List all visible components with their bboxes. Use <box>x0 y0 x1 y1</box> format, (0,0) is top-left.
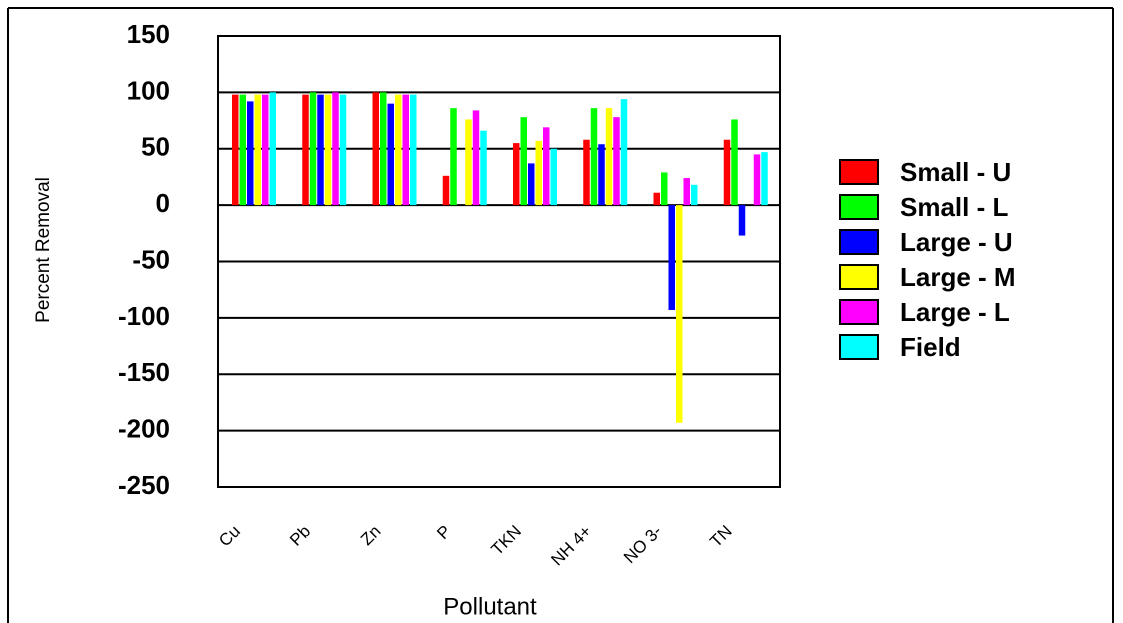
bar <box>668 205 675 310</box>
bar <box>387 103 394 206</box>
bar <box>380 92 387 206</box>
bar <box>613 117 620 206</box>
bar <box>583 139 590 206</box>
x-tick-label: P <box>433 522 454 543</box>
bar <box>550 148 557 206</box>
bar <box>761 152 768 206</box>
bar <box>410 94 417 206</box>
legend-label: Small - L <box>900 192 1008 222</box>
bar <box>239 94 246 206</box>
x-tick-label: NO 3- <box>620 522 665 567</box>
y-tick-label: 0 <box>156 188 170 218</box>
legend-swatch <box>839 299 879 325</box>
bar <box>332 92 339 206</box>
bar <box>723 139 731 206</box>
bar <box>269 92 276 206</box>
legend-swatch <box>839 264 879 290</box>
bar <box>472 110 480 206</box>
y-tick-label: 150 <box>127 19 170 49</box>
bar <box>590 108 598 206</box>
bar <box>676 205 683 423</box>
bar <box>372 92 379 206</box>
x-tick-label: TKN <box>488 522 525 559</box>
bar <box>480 130 487 206</box>
bar <box>339 94 347 206</box>
plot-border <box>217 35 781 488</box>
bar <box>247 101 254 206</box>
y-tick-label: 100 <box>127 75 170 105</box>
y-tick-label: -250 <box>118 470 170 500</box>
bar <box>598 144 605 206</box>
bar <box>317 94 324 206</box>
x-tick-label: Cu <box>215 522 244 551</box>
bar <box>442 175 450 206</box>
x-tick-label: Zn <box>357 522 384 549</box>
bar <box>738 205 746 236</box>
bar <box>324 94 332 206</box>
bar <box>395 94 402 206</box>
y-tick-label: -100 <box>118 301 170 331</box>
bar <box>620 99 628 206</box>
legend-swatch <box>839 194 879 220</box>
y-axis-label: Percent Removal <box>33 177 54 323</box>
bar <box>465 119 472 206</box>
legend-label: Large - M <box>900 262 1016 292</box>
legend-swatch <box>839 229 879 255</box>
bar <box>254 94 261 206</box>
x-tick-label: TN <box>706 522 735 551</box>
x-tick-label: Pb <box>286 522 314 550</box>
bar <box>309 92 317 206</box>
bar <box>653 192 660 206</box>
bar <box>683 178 690 206</box>
bar <box>262 94 269 206</box>
bar <box>731 119 738 206</box>
bar <box>543 127 550 206</box>
bar <box>753 154 761 206</box>
legend-label: Large - U <box>900 227 1013 257</box>
y-tick-label: -200 <box>118 414 170 444</box>
bar <box>691 184 698 206</box>
bar <box>535 140 542 206</box>
bar <box>450 108 457 206</box>
y-tick-label: -150 <box>118 357 170 387</box>
legend-label: Large - L <box>900 297 1010 327</box>
bar <box>302 94 309 206</box>
x-tick-label: NH 4+ <box>547 522 595 570</box>
bar <box>528 163 535 206</box>
bar <box>402 94 409 206</box>
legend-label: Field <box>900 332 961 362</box>
bar <box>520 117 527 206</box>
bar <box>605 108 613 206</box>
bar <box>661 172 668 206</box>
bar <box>232 94 239 206</box>
legend-swatch <box>839 334 879 360</box>
bar <box>513 143 520 206</box>
y-tick-label: 50 <box>141 132 170 162</box>
legend-swatch <box>839 159 879 185</box>
legend-label: Small - U <box>900 157 1011 187</box>
y-tick-label: -50 <box>132 244 170 274</box>
x-axis-label: Pollutant <box>443 593 537 620</box>
